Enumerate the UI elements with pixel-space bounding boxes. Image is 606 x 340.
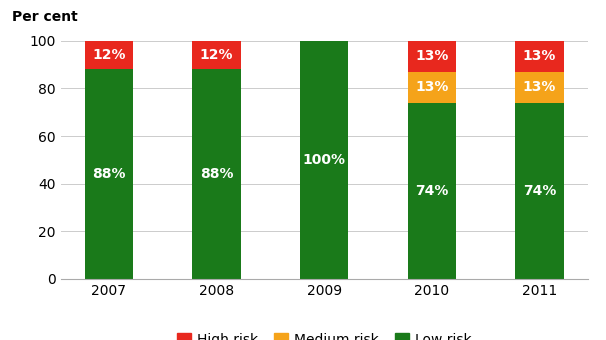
Text: Per cent: Per cent — [12, 10, 78, 24]
Text: 12%: 12% — [92, 48, 125, 62]
Bar — [408, 41, 456, 72]
Bar — [85, 41, 133, 69]
Bar — [408, 72, 456, 103]
Bar — [192, 41, 241, 69]
Bar — [515, 41, 564, 72]
Text: 88%: 88% — [92, 167, 125, 181]
Bar — [192, 69, 241, 279]
Bar — [515, 103, 564, 279]
Bar — [300, 41, 348, 279]
Bar — [85, 69, 133, 279]
Legend: High risk, Medium risk, Low risk: High risk, Medium risk, Low risk — [173, 328, 476, 340]
Text: 12%: 12% — [200, 48, 233, 62]
Text: 74%: 74% — [415, 184, 448, 198]
Text: 100%: 100% — [303, 153, 345, 167]
Text: 88%: 88% — [200, 167, 233, 181]
Bar — [515, 72, 564, 103]
Text: 13%: 13% — [523, 49, 556, 63]
Bar — [408, 103, 456, 279]
Text: 13%: 13% — [523, 80, 556, 94]
Text: 13%: 13% — [415, 49, 448, 63]
Text: 13%: 13% — [415, 80, 448, 94]
Text: 74%: 74% — [523, 184, 556, 198]
